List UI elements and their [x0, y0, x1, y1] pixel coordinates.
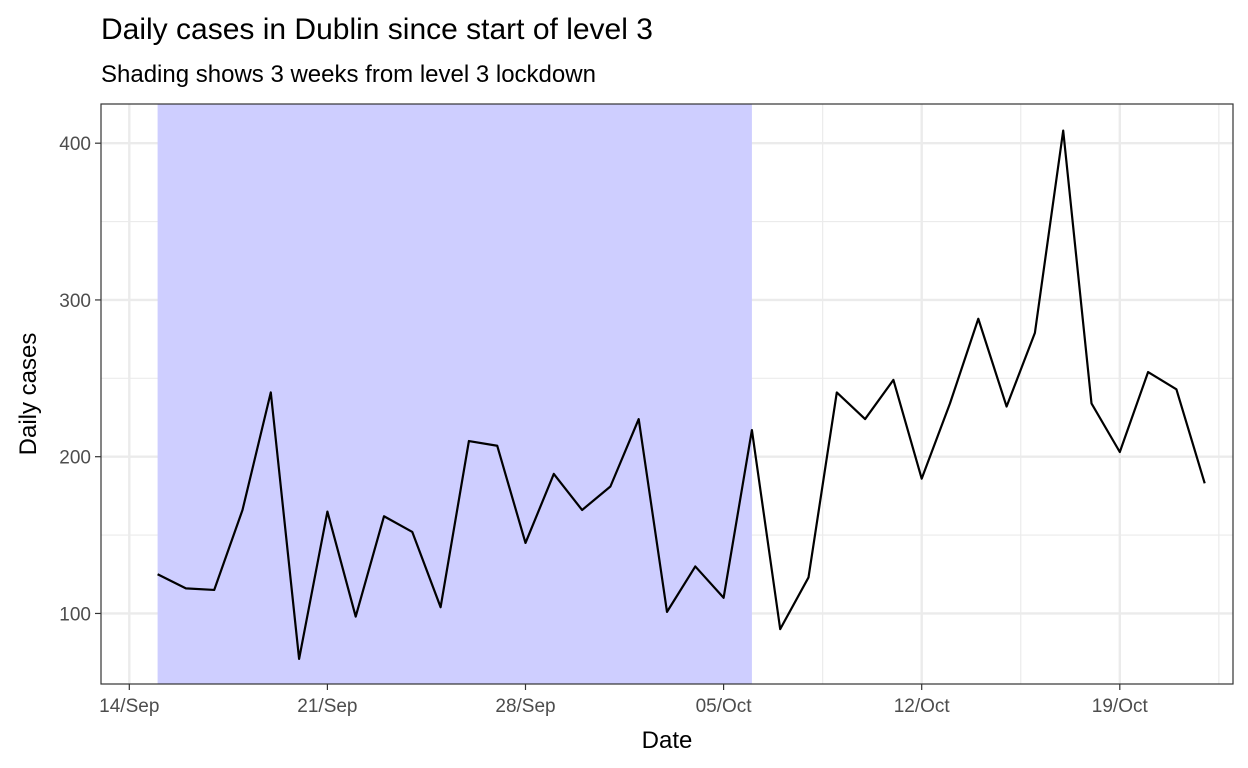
x-tick-label: 21/Sep — [297, 696, 357, 717]
series-line — [157, 129, 1206, 661]
chart-title: Daily cases in Dublin since start of lev… — [101, 13, 653, 46]
chart-subtitle: Shading shows 3 weeks from level 3 lockd… — [101, 61, 596, 88]
x-tick-label: 05/Oct — [696, 696, 753, 717]
y-tick-label: 300 — [59, 291, 91, 312]
y-axis: 100 200 300 400 — [59, 134, 101, 625]
x-tick-label: 28/Sep — [495, 696, 555, 717]
y-tick-label: 400 — [59, 134, 91, 155]
x-tick-label: 19/Oct — [1092, 696, 1149, 717]
y-tick-label: 100 — [59, 604, 91, 625]
plot-border — [100, 103, 1234, 685]
x-axis-title: Date — [642, 727, 693, 754]
x-axis: 14/Sep 21/Sep 28/Sep 05/Oct 12/Oct 19/Oct — [99, 684, 1148, 717]
level-3-shading — [157, 104, 752, 684]
y-axis-title: Daily cases — [15, 333, 42, 456]
x-tick-label: 12/Oct — [894, 696, 951, 717]
y-tick-label: 200 — [59, 448, 91, 469]
x-tick-label: 14/Sep — [99, 696, 159, 717]
